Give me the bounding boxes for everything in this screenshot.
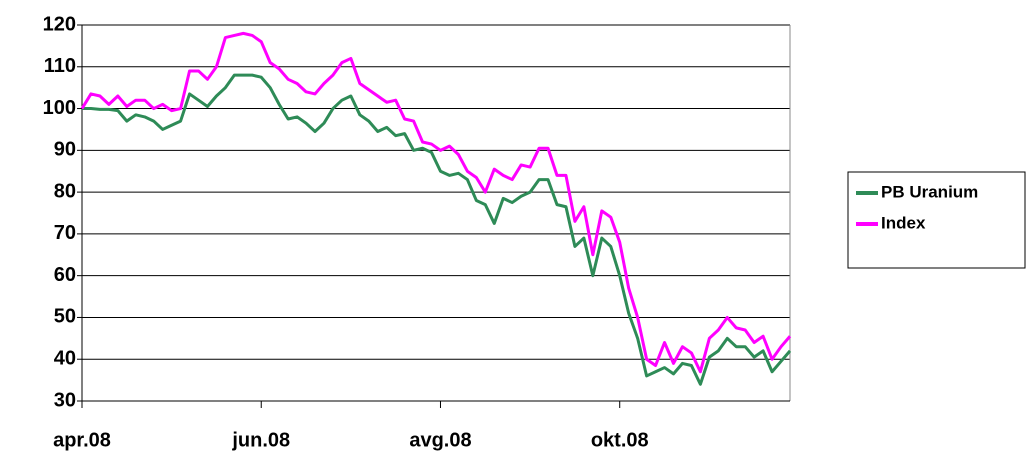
series-line [80, 31, 792, 374]
series-line [82, 73, 792, 386]
x-tick-label: okt.08 [591, 429, 649, 451]
legend-label: PB Uranium [881, 182, 978, 201]
legend-label: Index [881, 213, 926, 232]
y-tick-label: 110 [44, 55, 76, 77]
x-tick-label: apr.08 [53, 429, 111, 451]
y-tick-label: 50 [54, 306, 76, 328]
y-tick-label: 90 [54, 139, 76, 161]
y-tick-label: 70 [54, 222, 76, 244]
y-tick-label: 30 [54, 389, 76, 411]
x-tick-label: jun.08 [231, 429, 290, 451]
y-tick-label: 120 [43, 13, 76, 35]
y-tick-label: 80 [54, 180, 76, 202]
y-tick-label: 100 [43, 97, 76, 119]
y-tick-label: 60 [54, 264, 76, 286]
x-tick-label: avg.08 [409, 429, 471, 451]
y-tick-label: 40 [54, 348, 76, 370]
legend-box [847, 171, 1026, 269]
